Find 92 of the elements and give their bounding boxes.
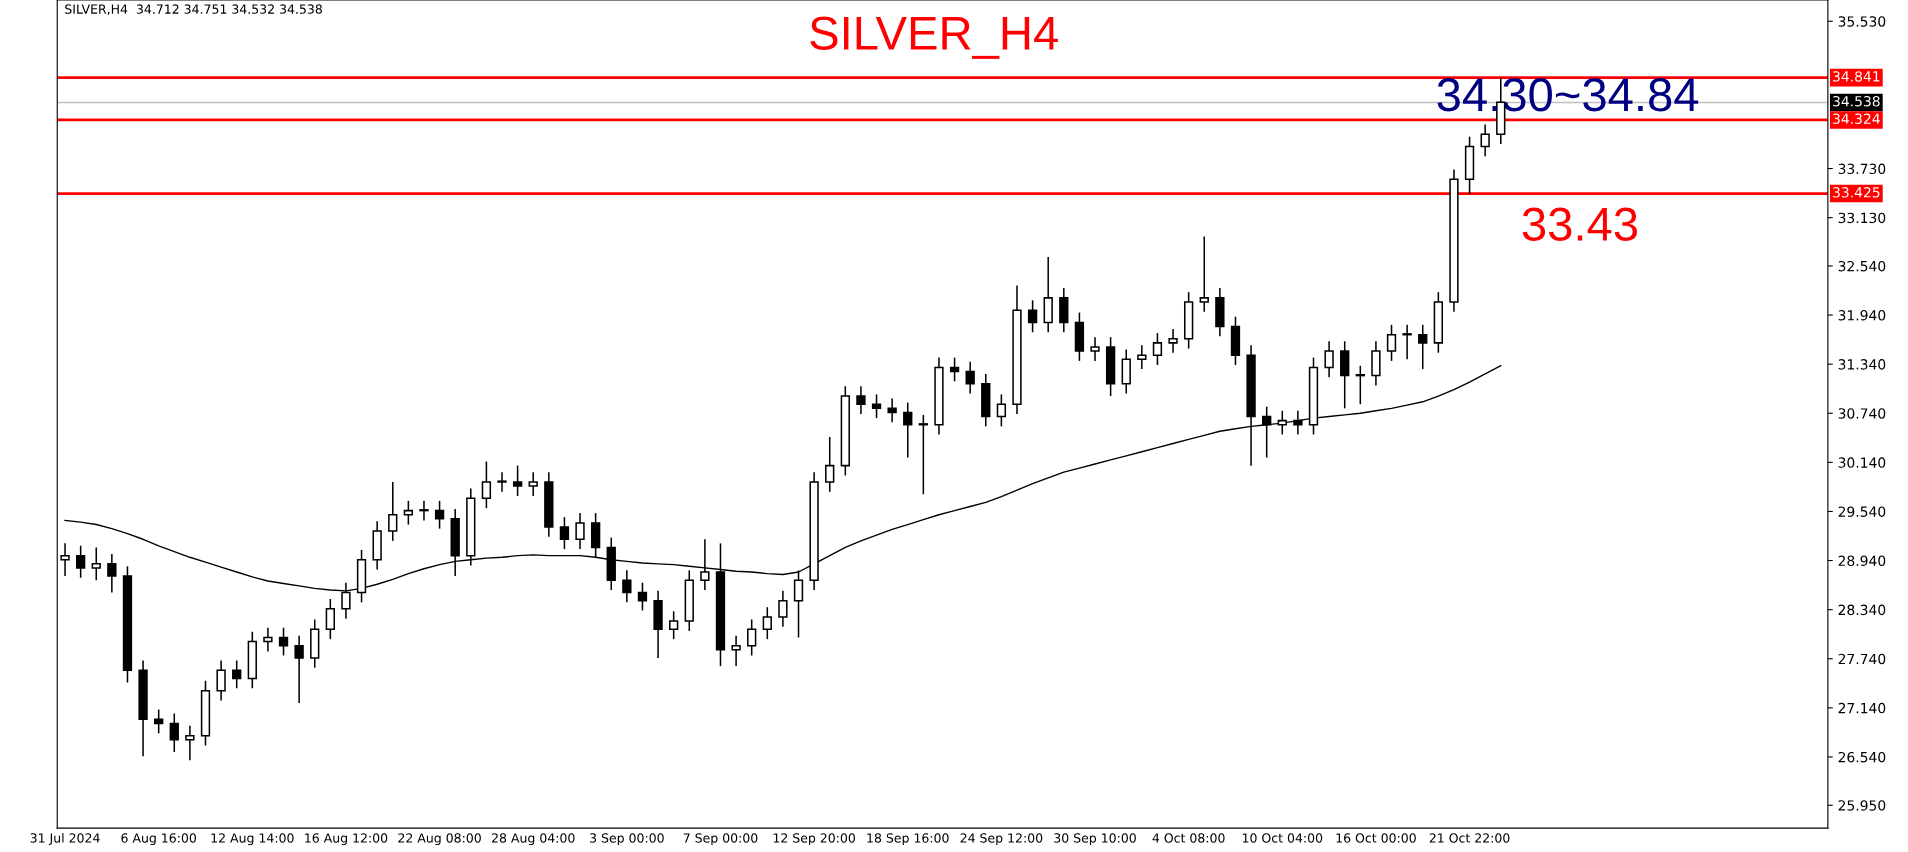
x-tick-label: 18 Sep 16:00 xyxy=(867,833,949,846)
x-tick-label: 12 Sep 20:00 xyxy=(773,833,855,846)
candlestick xyxy=(1324,340,1334,379)
y-tick-label: 33.730 xyxy=(1838,163,1886,175)
candlestick xyxy=(107,553,117,594)
candlestick xyxy=(887,397,897,424)
candlestick xyxy=(559,516,570,550)
candlestick xyxy=(497,471,507,493)
candlestick xyxy=(60,542,70,577)
candlestick xyxy=(778,590,788,628)
candlestick xyxy=(75,545,86,579)
candlestick xyxy=(747,618,757,657)
candlestick xyxy=(1386,324,1397,362)
ref-line-label: 34.538 xyxy=(1833,95,1880,107)
candlestick xyxy=(637,581,648,612)
ref-line-label: 34.841 xyxy=(1833,71,1880,82)
y-tick-label: 35.530 xyxy=(1838,16,1886,27)
x-tick-label: 31 Jul 2024 xyxy=(30,833,100,846)
y-tick-label: 28.340 xyxy=(1838,604,1886,616)
candlestick xyxy=(918,414,929,496)
y-tick-label: 30.740 xyxy=(1838,408,1886,419)
y-tick-label: 27.140 xyxy=(1838,702,1886,714)
y-tick-label: 25.950 xyxy=(1838,800,1886,811)
candlestick xyxy=(1199,235,1209,313)
x-tick-label: 6 Aug 16:00 xyxy=(121,833,197,846)
chart-subtitle: SILVER,H4 34.712 34.751 34.532 34.538 xyxy=(65,4,322,16)
y-tick-label: 33.130 xyxy=(1838,212,1886,224)
candlestick xyxy=(154,708,164,734)
candlestick xyxy=(1137,344,1147,370)
candlestick xyxy=(278,626,289,657)
candlestick xyxy=(434,500,445,530)
candlestick xyxy=(856,385,866,415)
text: 33.43 xyxy=(1522,207,1637,241)
candlestick xyxy=(388,481,398,542)
candlestick xyxy=(762,606,772,640)
candlestick xyxy=(825,436,835,493)
y-tick-label: 29.540 xyxy=(1838,506,1886,517)
candlestick xyxy=(668,610,679,640)
candlestick xyxy=(1277,410,1287,436)
candlestick xyxy=(91,546,101,581)
x-tick-label: 30 Sep 10:00 xyxy=(1054,833,1136,846)
candlestick xyxy=(1168,328,1178,354)
x-tick-label: 24 Sep 12:00 xyxy=(960,833,1043,846)
x-tick-label: 28 Aug 04:00 xyxy=(491,833,575,846)
candlestick xyxy=(965,360,975,395)
candlestick xyxy=(1293,410,1303,436)
candlestick xyxy=(1262,405,1272,459)
y-tick-label: 30.140 xyxy=(1838,457,1886,468)
x-tick-label: 22 Aug 08:00 xyxy=(398,833,481,846)
candlestick xyxy=(949,356,960,383)
candlestick xyxy=(325,598,336,640)
ref-line-label: 34.324 xyxy=(1833,113,1880,124)
candlestick xyxy=(232,659,242,689)
candlestick xyxy=(1418,324,1428,370)
candlestick xyxy=(403,500,414,526)
x-tick-label: 21 Oct 22:00 xyxy=(1429,833,1510,843)
candlestick xyxy=(419,500,429,522)
y-tick-label: 31.940 xyxy=(1838,310,1886,321)
x-tick-label: 12 Aug 14:00 xyxy=(211,833,294,846)
candlestick xyxy=(622,569,632,604)
candlestick xyxy=(528,471,538,497)
candlestick xyxy=(996,393,1007,428)
x-tick-label: 16 Oct 00:00 xyxy=(1336,833,1416,843)
candlestick xyxy=(512,464,523,497)
candlestick xyxy=(263,626,273,653)
candlestick xyxy=(1090,336,1100,362)
candlestick xyxy=(1480,123,1490,158)
y-tick-label: 26.540 xyxy=(1838,751,1886,763)
candlestick xyxy=(871,393,882,419)
candlestick xyxy=(1402,324,1412,361)
candlestick xyxy=(575,512,585,550)
candlestick xyxy=(731,635,741,667)
x-tick-label: 10 Oct 04:00 xyxy=(1242,833,1323,843)
candlestick xyxy=(481,460,492,509)
x-tick-label: 4 Oct 08:00 xyxy=(1152,833,1225,843)
y-tick-label: 28.940 xyxy=(1838,555,1886,567)
x-tick-label: 16 Aug 12:00 xyxy=(305,833,388,846)
candlestick xyxy=(185,725,195,761)
candlestick xyxy=(903,401,913,459)
y-tick-label: 27.740 xyxy=(1838,653,1886,665)
candlestick xyxy=(1152,332,1163,366)
candlestick xyxy=(1355,365,1365,406)
x-tick-label: 7 Sep 00:00 xyxy=(683,833,758,846)
chart-title: SILVER_H4 xyxy=(810,16,1058,59)
y-tick-label: 32.540 xyxy=(1838,260,1886,272)
candlestick xyxy=(294,635,304,704)
x-tick-label: 3 Sep 00:00 xyxy=(590,833,664,846)
candlestick xyxy=(1027,299,1038,334)
candlestick xyxy=(169,712,179,753)
y-tick-label: 31.340 xyxy=(1838,359,1886,370)
ref-line-label: 33.425 xyxy=(1833,187,1880,198)
candlestick xyxy=(216,659,226,702)
